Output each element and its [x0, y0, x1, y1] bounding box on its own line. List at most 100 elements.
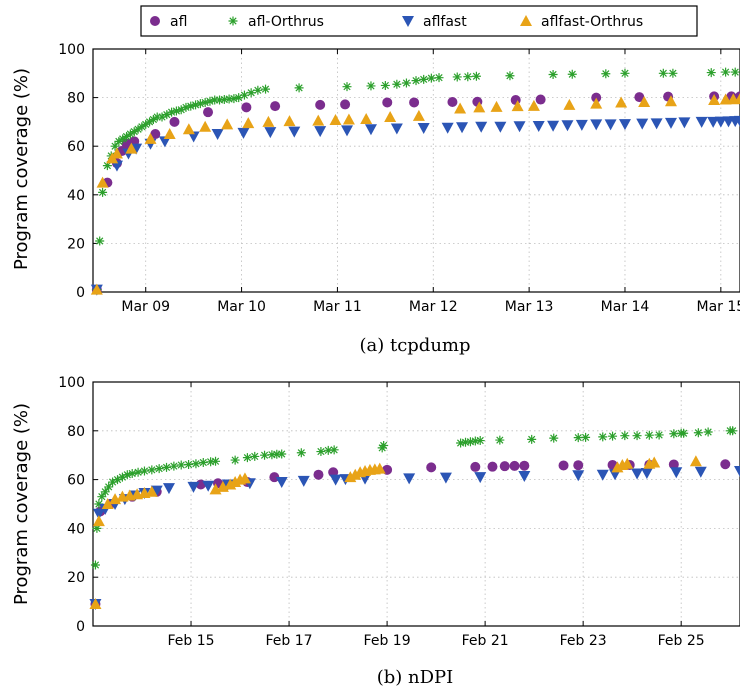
data-point [158, 136, 171, 148]
data-point [581, 432, 591, 442]
data-point [148, 114, 158, 124]
data-point [535, 94, 546, 105]
data-point [191, 459, 201, 469]
data-point [205, 96, 215, 106]
y-tick-label: 80 [67, 424, 85, 440]
data-point [439, 472, 452, 484]
data-point [122, 470, 132, 480]
data-point [360, 112, 373, 124]
data-point [147, 465, 157, 475]
y-tick-label: 100 [58, 42, 85, 58]
data-point [312, 114, 325, 126]
data-point [195, 99, 205, 109]
data-point [150, 129, 161, 140]
data-point [125, 142, 138, 154]
data-point [364, 124, 377, 136]
data-point [125, 129, 135, 139]
x-tick-label: Feb 17 [266, 633, 313, 649]
data-point [669, 429, 679, 439]
data-point [590, 97, 603, 109]
data-point [494, 121, 507, 133]
grid-ndpi [93, 382, 740, 626]
data-point [97, 492, 107, 502]
data-point [621, 457, 634, 469]
data-point [275, 477, 288, 489]
data-point [384, 111, 397, 123]
data-point [242, 453, 252, 463]
data-point [329, 474, 342, 486]
data-point [707, 116, 720, 128]
data-point [342, 113, 355, 125]
data-point [297, 475, 310, 487]
data-point [90, 560, 100, 570]
data-point [110, 147, 123, 159]
data-point [590, 119, 603, 131]
data-point [323, 445, 333, 455]
data-point [167, 107, 177, 117]
data-point [237, 127, 250, 139]
data-point [620, 68, 630, 78]
data-point [211, 456, 221, 466]
chart-tcpdump: Program coverage (%) (a) tcpdump 0 20 40 60… [11, 42, 740, 356]
data-point [719, 93, 732, 105]
data-point [549, 433, 559, 443]
data-point [238, 472, 251, 484]
data-point [452, 72, 462, 82]
y-tick-label: 60 [67, 473, 85, 489]
data-point [187, 481, 200, 493]
data-point [313, 469, 324, 480]
data-point [96, 176, 109, 188]
y-axis-title-tcpdump: Program coverage (%) [11, 68, 32, 270]
data-point [176, 460, 186, 470]
data-point [191, 100, 201, 110]
legend-item-afl: afl [150, 14, 187, 30]
x-tick-label: Mar 15 [696, 299, 740, 315]
data-point [499, 461, 510, 472]
data-point [152, 112, 162, 122]
data-point [171, 106, 181, 116]
x-tick-label: Mar 10 [217, 299, 266, 315]
legend-item-afl-orthrus: afl-Orthrus [228, 14, 324, 30]
data-point [163, 128, 176, 140]
data-point [730, 67, 740, 77]
data-point [598, 432, 608, 442]
data-point [253, 85, 263, 95]
data-point [547, 120, 560, 132]
data-point [561, 120, 574, 132]
data-point [608, 431, 618, 441]
data-point [241, 102, 252, 113]
series-afl-orthrus-ndpi [90, 426, 738, 570]
y-tick-label: 20 [67, 236, 85, 252]
data-point [473, 101, 486, 113]
x-tick-label: Feb 21 [462, 633, 509, 649]
data-point [122, 131, 132, 141]
data-point [139, 466, 149, 476]
data-point [187, 131, 200, 143]
series-aflfast-tcpdump [90, 115, 740, 296]
data-point [150, 485, 163, 497]
data-point [634, 92, 645, 103]
data-point [211, 129, 224, 141]
x-tick-label: Feb 25 [658, 633, 705, 649]
data-point [100, 487, 110, 497]
legend-label-afl: afl [170, 14, 187, 30]
data-point [234, 93, 244, 103]
y-tick-label: 60 [67, 139, 85, 155]
data-point [604, 119, 617, 131]
data-point [277, 449, 287, 459]
data-point [447, 96, 458, 107]
data-point [601, 69, 611, 79]
caption-ndpi: (b) nDPI [377, 667, 454, 688]
y-tick-label: 0 [76, 619, 85, 635]
legend-items: afl afl-Orthrus aflfast aflfast-Orthrus [150, 14, 643, 30]
data-point [505, 71, 515, 81]
data-point [102, 161, 112, 171]
data-point [145, 117, 155, 127]
y-tick-label: 100 [58, 375, 85, 391]
y-tick-label: 0 [76, 285, 85, 301]
grid-tcpdump [93, 49, 740, 292]
legend-label-aflfast-orthrus: aflfast-Orthrus [541, 14, 643, 30]
x-tick-label: Feb 23 [560, 633, 607, 649]
data-point [513, 121, 526, 133]
data-point [127, 469, 137, 478]
